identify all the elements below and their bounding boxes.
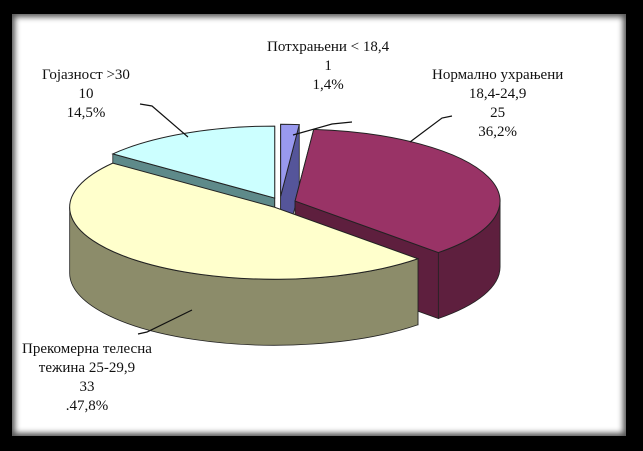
label-normal-count: 25 — [490, 105, 506, 121]
label-underweight-name: Потхрањени < 18,4 — [267, 39, 390, 55]
pie-slice-normal — [294, 128, 501, 254]
label-overweight: Прекомерна телесна тежина 25-29,9 33 .47… — [22, 340, 152, 416]
label-normal-name: Нормално ухрањени — [432, 67, 564, 83]
label-underweight-percent: 1,4% — [312, 77, 344, 93]
leader-underweight — [292, 121, 353, 136]
label-overweight-percent: .47,8% — [65, 398, 109, 414]
leader-normal — [409, 115, 453, 143]
label-overweight-count: 33 — [79, 379, 95, 395]
label-obese-percent: 14,5% — [66, 105, 106, 121]
label-obese: Гојазност >30 10 14,5% — [42, 66, 130, 123]
leader-lines — [137, 103, 453, 335]
plot-area: Потхрањени < 18,4 1 1,4% Нормално ухрање… — [12, 14, 626, 436]
label-underweight: Потхрањени < 18,4 1 1,4% — [267, 38, 389, 95]
pie-slice-underweight — [280, 123, 300, 197]
label-overweight-name: Прекомерна телесна — [22, 341, 152, 357]
label-underweight-count: 1 — [324, 58, 332, 74]
leader-overweight — [137, 309, 193, 335]
label-normal-percent: 36,2% — [478, 124, 517, 140]
pie-slice-overweight — [69, 162, 420, 280]
label-normal-range: 18,4-24,9 — [468, 86, 527, 102]
label-obese-name: Гојазност >30 — [42, 67, 130, 83]
pie-top-faces — [69, 123, 501, 280]
label-obese-count: 10 — [78, 86, 94, 102]
pie-chart — [69, 103, 501, 346]
label-overweight-range: тежина 25-29,9 — [38, 360, 136, 376]
label-normal: Нормално ухрањени 18,4-24,9 25 36,2% — [432, 66, 563, 142]
leader-obese — [139, 103, 189, 138]
